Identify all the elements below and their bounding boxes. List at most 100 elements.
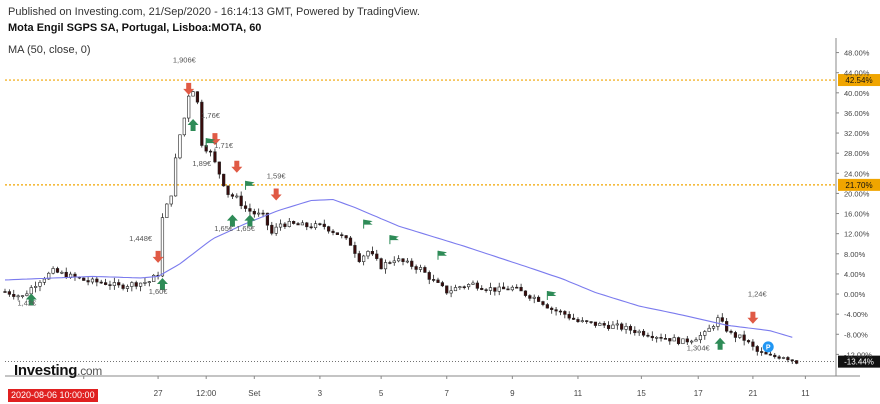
candle-body xyxy=(388,262,392,264)
candle-body xyxy=(7,291,11,295)
buy-arrow-icon xyxy=(226,214,238,227)
flag-icon xyxy=(547,291,557,297)
candle-body xyxy=(436,279,440,283)
candle-body xyxy=(633,329,637,334)
y-tick-label: 8.00% xyxy=(844,250,866,259)
candle-body xyxy=(283,223,287,227)
candle-body xyxy=(668,338,672,342)
dividend-marker-label: P xyxy=(766,345,771,352)
candle-body xyxy=(222,173,226,187)
candle-body xyxy=(554,309,558,312)
candle-body xyxy=(467,284,471,288)
candle-body xyxy=(414,266,418,270)
candle-body xyxy=(536,296,541,302)
candle-body xyxy=(738,334,742,338)
candle-body xyxy=(42,278,46,283)
candle-body xyxy=(375,253,379,259)
candle-body xyxy=(484,289,488,291)
price-annotation: 1,60€ xyxy=(149,287,169,296)
candle-body xyxy=(357,253,361,262)
candle-body xyxy=(781,357,786,359)
candle-body xyxy=(130,282,134,287)
sell-arrow-icon xyxy=(183,82,195,95)
candle-body xyxy=(278,223,283,228)
candle-body xyxy=(3,291,7,293)
candle-body xyxy=(602,323,606,326)
candle-body xyxy=(108,284,112,286)
candle-body xyxy=(703,331,707,336)
y-tick-label: -12.00% xyxy=(844,350,872,359)
candle-body xyxy=(659,337,663,339)
candle-body xyxy=(117,282,121,286)
candle-body xyxy=(563,311,567,315)
candle-body xyxy=(405,260,409,263)
candle-body xyxy=(725,321,729,332)
candle-body xyxy=(261,212,265,215)
candle-body xyxy=(497,286,501,292)
price-annotation: 1,59€ xyxy=(267,171,287,180)
y-tick-label: 24.00% xyxy=(844,169,870,178)
candle-body xyxy=(296,223,300,226)
candle-body xyxy=(746,340,751,343)
candle-body xyxy=(449,290,453,294)
candle-body xyxy=(755,346,759,352)
candle-body xyxy=(751,341,755,347)
candle-body xyxy=(82,277,86,281)
candle-body xyxy=(248,208,252,212)
candle-body xyxy=(427,272,431,280)
candle-body xyxy=(230,194,235,197)
candle-body xyxy=(348,237,353,246)
candle-body xyxy=(628,325,633,331)
candle-body xyxy=(410,260,414,267)
candle-body xyxy=(523,290,528,296)
candle-body xyxy=(707,327,711,332)
candle-body xyxy=(510,286,514,291)
candle-body xyxy=(16,295,20,298)
candle-body xyxy=(733,332,738,338)
current-value-box xyxy=(838,355,880,368)
candle-body xyxy=(558,310,563,313)
level-label: 42.54% xyxy=(845,76,872,85)
y-tick-label: 36.00% xyxy=(844,109,870,118)
buy-arrow-icon xyxy=(187,118,199,131)
candle-body xyxy=(370,251,374,255)
x-tick-label: 12:00 xyxy=(196,389,217,398)
candle-body xyxy=(99,281,103,284)
buy-arrow-icon xyxy=(244,214,256,227)
candle-body xyxy=(672,337,676,342)
candle-body xyxy=(471,282,475,285)
candle-body xyxy=(768,353,772,356)
candle-body xyxy=(567,314,571,319)
candle-body xyxy=(580,320,584,323)
candle-body xyxy=(25,293,29,296)
sell-arrow-icon xyxy=(152,250,164,263)
candle-body xyxy=(519,286,523,292)
candle-body xyxy=(720,317,724,322)
candle-body xyxy=(366,251,370,257)
x-tick-label: 3 xyxy=(318,389,323,398)
candle-body xyxy=(676,337,681,345)
x-tick-label: 9 xyxy=(510,389,515,398)
candle-body xyxy=(593,321,598,326)
candle-body xyxy=(397,258,401,262)
candle-body xyxy=(226,185,230,195)
candle-body xyxy=(475,282,479,289)
candle-body xyxy=(423,267,427,273)
candle-body xyxy=(331,230,335,233)
candle-body xyxy=(134,282,138,287)
candle-body xyxy=(685,338,689,343)
candle-body xyxy=(576,319,580,323)
candle-body xyxy=(598,323,602,326)
x-tick-label: 5 xyxy=(379,389,384,398)
candle-body xyxy=(178,134,182,159)
candle-body xyxy=(453,287,458,292)
y-tick-label: -4.00% xyxy=(844,310,868,319)
y-tick-label: 48.00% xyxy=(844,49,870,58)
candle-body xyxy=(274,226,278,234)
investing-logo: Investing.com xyxy=(14,362,102,379)
sell-arrow-icon xyxy=(270,188,282,201)
candle-body xyxy=(637,330,641,334)
candle-body xyxy=(38,282,42,287)
candle-body xyxy=(571,317,576,320)
